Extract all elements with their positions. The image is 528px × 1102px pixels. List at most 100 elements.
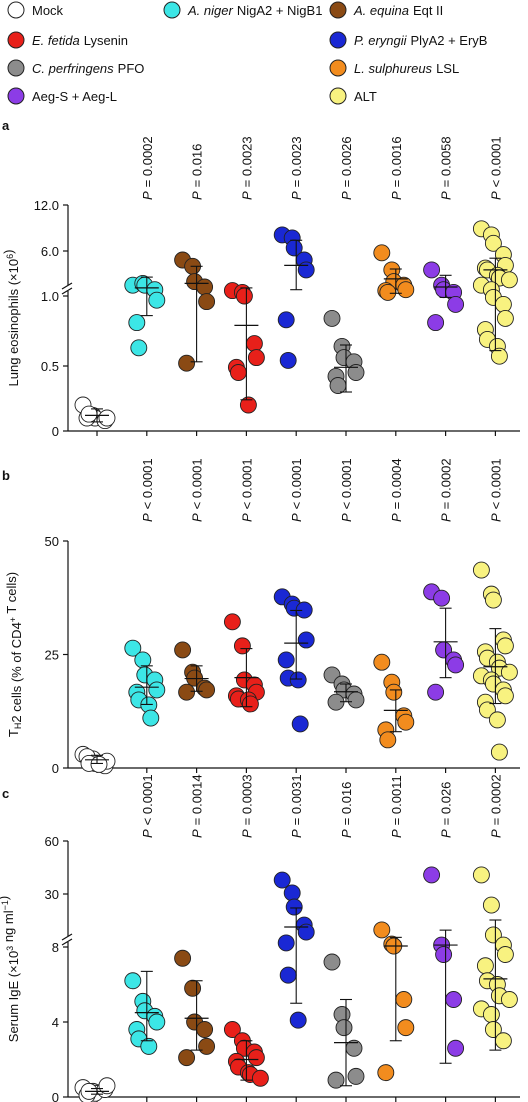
data-point [482,1006,500,1023]
data-point [124,639,142,657]
legend-name: ALT [354,89,377,104]
data-point [323,953,341,971]
data-point [178,354,196,372]
data-point [148,1013,166,1031]
p-text: = 0.0004 [389,458,404,509]
y-label-text: T [6,729,21,737]
data-point [329,377,347,394]
y-axis-label: TH2 cells (% of CD4+ T cells) [4,572,24,737]
legend-name: Mock [32,3,64,18]
legend-species: P. eryngii [354,33,408,48]
data-point [291,715,309,733]
data-point [373,921,391,939]
p-value: P = 0.026 [439,782,454,838]
p-text: < 0.0001 [339,458,354,509]
data-point [277,934,295,952]
legend-name: Lysenin [84,33,128,48]
data-point [397,713,415,731]
y-tick-label: 0 [52,1090,59,1102]
p-text: < 0.0001 [239,458,254,509]
p-symbol: P [389,191,404,200]
data-point [427,683,445,701]
y-axis-label: Lung eosinophils (×106) [1,250,21,387]
p-value: P = 0.0031 [289,774,304,838]
data-point [178,1049,196,1067]
p-value: P = 0.0002 [140,136,155,200]
p-value: P < 0.0001 [289,458,304,522]
p-text: < 0.0001 [289,458,304,509]
y-tick-label: 60 [45,834,59,849]
legend-marker [329,31,347,49]
legend-name: LSL [436,61,459,76]
data-point [279,966,297,984]
data-point [148,291,166,309]
p-symbol: P [488,513,503,522]
data-point [196,1021,214,1038]
legend-marker [329,87,347,105]
p-value: P < 0.0001 [190,458,205,522]
y-tick-label: 4 [52,1015,59,1030]
p-symbol: P [239,829,254,838]
data-point [379,283,397,301]
data-point [476,957,494,975]
p-text: = 0.0011 [389,775,404,825]
p-value: P = 0.0002 [488,774,503,838]
data-point [423,866,441,884]
data-point [273,871,291,889]
data-point [347,691,365,709]
p-text: = 0.026 [439,782,454,826]
data-point [433,589,451,607]
legend-marker [7,1,25,19]
data-point [178,683,196,701]
data-point [385,683,403,701]
p-symbol: P [190,829,205,838]
axis-break-gap [65,285,71,291]
data-point [247,1049,265,1067]
data-point [377,1064,395,1082]
data-point [472,561,490,579]
legend-marker [163,1,181,19]
y-tick-label: 30 [45,887,59,902]
y-label-text: ) [0,896,11,900]
panel-letter: a [2,118,10,133]
legend-marker [7,59,25,77]
data-point [90,755,108,773]
legend-species: A. niger [187,3,233,18]
y-label-sup: 3 [5,946,15,951]
panel-letter: b [2,468,10,483]
data-point [335,1019,353,1037]
legend-name: NigA2 + NigB1 [237,3,323,18]
legend-label: Mock [32,3,64,18]
axis-break [61,287,73,295]
legend-label: C. perfringens PFO [32,61,144,76]
p-text: = 0.0002 [488,774,503,825]
p-value: P < 0.0001 [239,458,254,522]
data-point [233,637,251,655]
p-symbol: P [488,191,503,200]
p-symbol: P [339,191,354,200]
y-label-text: T cells) [4,572,19,617]
data-point [289,671,307,689]
data-point [223,1021,241,1038]
y-tick-label: 8 [52,940,59,955]
data-point [323,309,341,327]
data-point [500,271,518,289]
data-point [494,1032,512,1050]
data-point [297,261,315,279]
p-symbol: P [140,191,155,200]
data-point [496,637,514,655]
p-text: < 0.0001 [140,774,155,825]
data-point [142,709,160,727]
data-point [285,898,303,916]
p-text: = 0.0002 [140,136,155,187]
data-point [472,866,490,884]
data-point [490,743,508,761]
p-value: P < 0.0001 [488,458,503,522]
legend-label: ALT [354,89,377,104]
p-value: P = 0.0004 [389,458,404,522]
data-point [223,613,241,631]
legend-label: E. fetida Lysenin [32,33,128,48]
legend-marker [329,59,347,77]
data-point [235,287,253,305]
